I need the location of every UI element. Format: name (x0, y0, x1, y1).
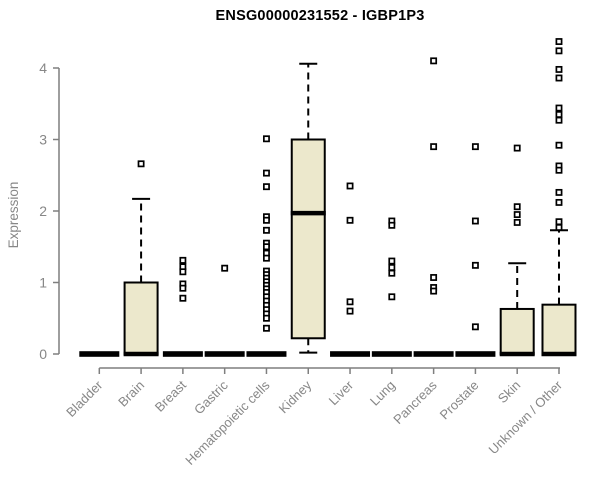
box-skin (499, 307, 535, 355)
outlier-prostate-0 (471, 143, 479, 151)
box-brain (123, 281, 159, 355)
box-unknown-other (541, 303, 577, 356)
outlier-hematopoietic-cells-22 (263, 314, 270, 322)
outlier-unknown-other-6 (555, 116, 563, 124)
outlier-unknown-other-13 (555, 223, 563, 231)
x-label-pancreas: Pancreas (390, 377, 440, 427)
x-label-brain: Brain (115, 378, 147, 410)
flat-box-prostate (455, 351, 496, 357)
flat-box-lung (371, 351, 412, 357)
flat-box-gastric (204, 351, 245, 357)
x-label-skin: Skin (495, 378, 523, 406)
outlier-liver-1 (346, 216, 354, 224)
x-label-lung: Lung (367, 378, 398, 409)
outlier-breast-2 (179, 268, 187, 276)
box-kidney (290, 138, 326, 340)
outlier-hematopoietic-cells-1 (263, 169, 270, 177)
outlier-unknown-other-5 (555, 111, 563, 118)
outlier-prostate-1 (471, 217, 479, 225)
outlier-skin-3 (513, 218, 521, 226)
outlier-lung-2 (388, 257, 396, 265)
outlier-pancreas-4 (430, 287, 438, 295)
outlier-hematopoietic-cells-2 (263, 183, 270, 191)
y-tick-label-4: 4 (39, 60, 47, 76)
outlier-liver-2 (346, 298, 354, 306)
flat-box-pancreas (413, 351, 454, 357)
outlier-prostate-2 (471, 261, 479, 269)
outlier-lung-1 (388, 221, 396, 229)
x-label-kidney: Kidney (276, 377, 315, 416)
outlier-hematopoietic-cells-9 (263, 254, 270, 262)
y-tick-label-0: 0 (39, 346, 47, 362)
outlier-skin-0 (513, 144, 521, 152)
outlier-hematopoietic-cells-7 (263, 243, 270, 251)
outlier-unknown-other-0 (555, 38, 563, 45)
outlier-unknown-other-7 (555, 141, 563, 149)
flat-box-liver (330, 351, 371, 357)
outlier-unknown-other-12 (555, 218, 563, 226)
outlier-breast-5 (179, 294, 187, 302)
outlier-hematopoietic-cells-5 (263, 226, 270, 234)
x-label-liver: Liver (326, 377, 357, 408)
outlier-breast-0 (179, 256, 187, 264)
x-label-bladder: Bladder (63, 377, 106, 420)
outlier-liver-0 (346, 182, 354, 190)
outlier-prostate-3 (471, 323, 479, 331)
outlier-gastric-0 (221, 264, 229, 272)
y-tick-label-2: 2 (39, 203, 47, 219)
outlier-unknown-other-3 (555, 74, 563, 82)
outlier-breast-4 (179, 284, 187, 292)
chart-title: ENSG00000231552 - IGBP1P3 (215, 8, 425, 24)
outlier-unknown-other-1 (555, 47, 563, 55)
flat-box-breast (162, 351, 203, 357)
outlier-unknown-other-2 (555, 65, 563, 73)
outlier-skin-2 (513, 211, 521, 219)
x-label-gastric: Gastric (191, 377, 231, 417)
outlier-pancreas-0 (430, 57, 438, 65)
outlier-pancreas-2 (430, 274, 438, 281)
y-tick-label-1: 1 (39, 275, 47, 291)
flat-box-hematopoietic-cells (246, 351, 287, 357)
outlier-hematopoietic-cells-0 (263, 135, 270, 143)
outlier-unknown-other-11 (555, 198, 563, 206)
outlier-lung-3 (388, 264, 396, 271)
flat-box-bladder (79, 351, 120, 357)
outlier-liver-3 (346, 307, 354, 315)
outlier-lung-5 (388, 293, 396, 301)
outlier-pancreas-1 (430, 143, 438, 151)
outlier-unknown-other-9 (555, 166, 563, 174)
outlier-unknown-other-10 (555, 188, 563, 196)
outlier-lung-4 (388, 269, 396, 277)
outlier-skin-1 (513, 203, 521, 211)
outlier-unknown-other-4 (555, 104, 563, 112)
outlier-brain-0 (137, 160, 145, 168)
outlier-hematopoietic-cells-4 (263, 216, 270, 224)
x-label-unknown-other: Unknown / Other (486, 377, 566, 457)
outlier-hematopoietic-cells-23 (263, 324, 270, 332)
y-tick-label-3: 3 (39, 132, 47, 148)
x-label-prostate: Prostate (437, 378, 482, 423)
x-label-breast: Breast (152, 377, 189, 414)
